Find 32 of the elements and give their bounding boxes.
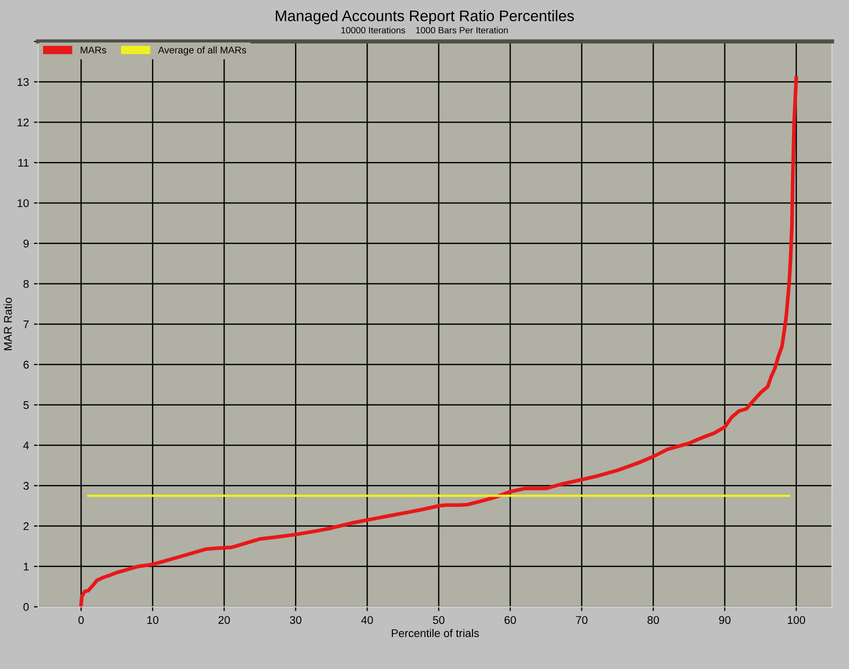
y-tick-label: 10 bbox=[18, 199, 29, 208]
y-tick-label: 12 bbox=[18, 118, 29, 126]
x-tick-label: 10 bbox=[147, 616, 158, 624]
x-tick-label: 0 bbox=[78, 616, 84, 624]
y-axis-title: MAR Ratio bbox=[4, 298, 12, 350]
x-tick-label: 50 bbox=[432, 616, 444, 624]
chart-title: Managed Accounts Report Ratio Percentiles bbox=[276, 10, 574, 24]
x-tick-label: 40 bbox=[361, 616, 373, 624]
legend-label: MARs bbox=[80, 46, 106, 54]
y-tick-label: 5 bbox=[23, 401, 29, 410]
x-tick-label: 90 bbox=[719, 616, 730, 624]
y-tick-label: 1 bbox=[24, 562, 29, 570]
x-tick-label: 100 bbox=[788, 616, 806, 624]
x-tick-label: 20 bbox=[218, 616, 230, 624]
y-tick-label: 8 bbox=[23, 280, 29, 288]
legend-label: Average of all MARs bbox=[158, 46, 246, 56]
y-tick-label: 3 bbox=[23, 482, 29, 490]
x-tick-label: 70 bbox=[576, 616, 588, 624]
x-tick-label: 80 bbox=[648, 616, 659, 624]
y-tick-label: 13 bbox=[18, 78, 29, 86]
y-tick-label: 4 bbox=[23, 442, 29, 450]
y-tick-label: 0 bbox=[23, 603, 29, 611]
x-tick-label: 60 bbox=[504, 616, 516, 624]
y-tick-label: 2 bbox=[24, 522, 29, 530]
chart-subtitle: 10000 Iterations 1000 Bars Per Iteration bbox=[341, 26, 508, 34]
y-tick-label: 6 bbox=[24, 360, 29, 369]
line-series bbox=[79, 76, 798, 607]
x-tick-label: 30 bbox=[290, 616, 302, 624]
y-tick-label: 11 bbox=[18, 158, 29, 167]
y-tick-label: 9 bbox=[24, 240, 29, 248]
y-tick-label: 7 bbox=[24, 320, 29, 328]
x-axis-title: Percentile of trials bbox=[392, 628, 479, 638]
